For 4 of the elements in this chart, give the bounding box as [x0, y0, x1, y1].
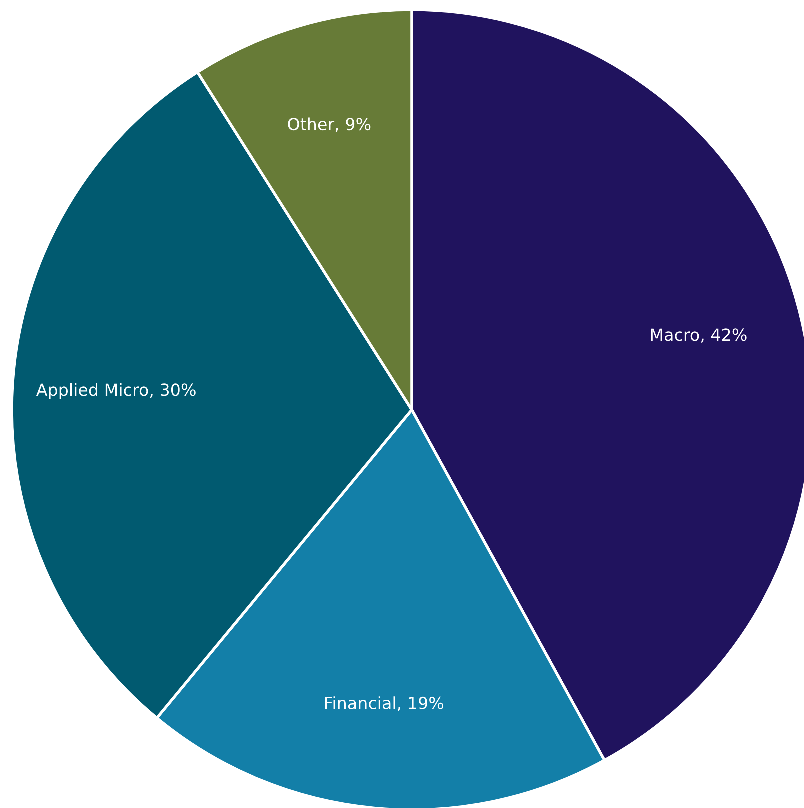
slice-label: Financial, 19%	[325, 696, 444, 712]
slice-label: Other, 9%	[288, 118, 371, 132]
slice-label: Macro, 42%	[651, 328, 747, 343]
slice-label: Applied Micro, 30%	[36, 383, 196, 400]
